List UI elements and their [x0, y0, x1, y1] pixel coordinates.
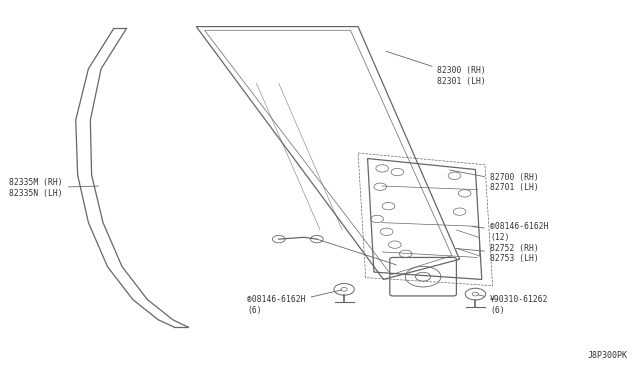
- Text: 82300 (RH)
82301 (LH): 82300 (RH) 82301 (LH): [386, 51, 486, 86]
- Text: ¥90310-61262
(6): ¥90310-61262 (6): [478, 295, 548, 315]
- Text: 82335M (RH)
82335N (LH): 82335M (RH) 82335N (LH): [9, 178, 99, 198]
- Text: ®08146-6162H
(6): ®08146-6162H (6): [247, 290, 341, 315]
- Text: ®08146-6162H
(12): ®08146-6162H (12): [472, 222, 548, 241]
- Text: J8P300PK: J8P300PK: [588, 351, 628, 360]
- Text: 82700 (RH)
82701 (LH): 82700 (RH) 82701 (LH): [450, 170, 539, 192]
- Text: 82752 (RH)
82753 (LH): 82752 (RH) 82753 (LH): [456, 244, 539, 263]
